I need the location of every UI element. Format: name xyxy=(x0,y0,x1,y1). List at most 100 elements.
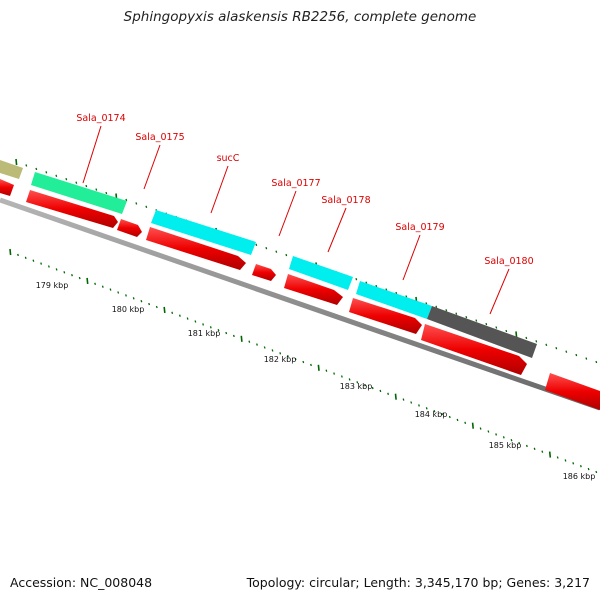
gene-label-sala-0175[interactable]: Sala_0175 xyxy=(135,132,184,143)
kbp-label-181: 181 kbp xyxy=(188,329,221,338)
cds-arrow-next[interactable] xyxy=(545,373,600,410)
map-title: Sphingopyxis alaskensis RB2256, complete… xyxy=(123,9,477,25)
lower-tick xyxy=(471,422,474,429)
lower-tick xyxy=(364,384,366,387)
cds-arrow-sala-0175[interactable] xyxy=(117,219,142,237)
upper-tick xyxy=(565,350,568,353)
lower-tick xyxy=(209,326,212,329)
lower-tick xyxy=(572,462,575,465)
lower-tick xyxy=(94,282,97,285)
lower-tick xyxy=(325,369,328,372)
lower-tick xyxy=(24,256,27,259)
upper-tick xyxy=(85,184,88,188)
gene-box-sala-0180[interactable] xyxy=(427,306,537,358)
gene-box-olive[interactable] xyxy=(0,160,23,179)
lower-tick xyxy=(518,441,521,445)
lower-tick xyxy=(479,427,482,430)
lower-tick xyxy=(579,465,582,468)
kbp-label-186: 186 kbp xyxy=(563,472,596,481)
accession-text: Accession: NC_008048 xyxy=(10,575,153,590)
upper-tick xyxy=(535,340,538,343)
lower-tick xyxy=(9,248,12,256)
lower-tick xyxy=(487,430,490,433)
upper-tick xyxy=(55,174,58,177)
upper-tick xyxy=(45,171,48,174)
lower-tick xyxy=(78,276,81,280)
gene-label-sala-0177[interactable]: Sala_0177 xyxy=(271,178,320,189)
gene-label-sala-0178[interactable]: Sala_0178 xyxy=(321,195,370,206)
cds-arrow-1[interactable] xyxy=(0,179,14,196)
lower-tick xyxy=(379,389,382,393)
upper-tick xyxy=(105,191,108,195)
upper-tick xyxy=(555,347,558,350)
upper-tick xyxy=(75,181,78,184)
genome-backbone xyxy=(0,197,600,411)
lower-tick xyxy=(456,418,459,422)
lower-tick xyxy=(425,407,428,410)
kbp-label-179: 179 kbp xyxy=(36,281,69,290)
lower-tick-track xyxy=(9,248,598,474)
lower-tick xyxy=(263,346,266,349)
lower-tick xyxy=(86,277,89,284)
lower-tick xyxy=(525,444,528,448)
cds-arrow-succ[interactable] xyxy=(146,227,246,270)
gene-box-sala-0177[interactable] xyxy=(289,256,353,290)
gene-box-sala-0178[interactable] xyxy=(356,281,432,319)
kbp-label-185: 185 kbp xyxy=(489,441,522,450)
upper-tick xyxy=(465,316,468,319)
upper-tick xyxy=(265,247,268,250)
upper-tick xyxy=(485,322,488,326)
cds-arrow-sala-0177[interactable] xyxy=(252,264,276,281)
lower-tick xyxy=(132,297,135,300)
lower-tick xyxy=(441,412,444,416)
lower-tick xyxy=(348,378,351,381)
lower-tick xyxy=(433,410,436,413)
lower-tick xyxy=(302,360,305,364)
gene-box-succ[interactable] xyxy=(151,210,256,255)
lower-tick xyxy=(163,306,166,313)
gene-label-succ[interactable]: sucC xyxy=(217,153,240,164)
cds-arrow-sala-0174[interactable] xyxy=(26,190,118,228)
cds-arrow-sala-0178[interactable] xyxy=(284,274,343,305)
cds-arrow-sala-0179[interactable] xyxy=(349,298,422,334)
lower-tick xyxy=(271,349,274,352)
gene-box-sala-0174[interactable] xyxy=(31,172,127,214)
upper-tick xyxy=(135,202,138,205)
lower-tick xyxy=(533,447,536,450)
upper-tick xyxy=(505,329,508,333)
lower-tick xyxy=(410,401,413,404)
upper-tick xyxy=(445,309,448,312)
upper-tick xyxy=(395,291,398,295)
lower-tick xyxy=(310,363,312,367)
upper-tick xyxy=(355,278,358,281)
lower-tick xyxy=(256,343,258,346)
upper-tick xyxy=(435,305,438,308)
lower-tick xyxy=(394,393,397,400)
lower-tick xyxy=(248,340,251,343)
gene-label-sala-0179[interactable]: Sala_0179 xyxy=(395,222,444,233)
lower-tick xyxy=(333,372,336,375)
upper-tick xyxy=(95,188,98,191)
lower-tick xyxy=(117,291,120,294)
lower-tick xyxy=(356,381,359,384)
lower-tick xyxy=(286,355,289,358)
lower-tick xyxy=(448,415,451,419)
lower-tick xyxy=(71,274,73,277)
gene-label-group: Sala_0174 Sala_0175 sucC Sala_0177 Sala_… xyxy=(76,113,534,315)
lower-tick xyxy=(232,334,235,338)
lower-tick xyxy=(63,271,66,274)
lower-tick xyxy=(202,323,205,326)
lower-tick xyxy=(556,456,559,459)
lower-tick xyxy=(40,262,43,265)
upper-tick xyxy=(575,353,578,357)
gene-label-sala-0180[interactable]: Sala_0180 xyxy=(484,256,533,267)
lower-tick xyxy=(55,268,58,271)
lower-tick xyxy=(47,265,50,268)
kbp-label-group: 179 kbp 180 kbp 181 kbp 182 kbp 183 kbp … xyxy=(36,281,596,481)
upper-tick xyxy=(145,205,148,208)
gene-label-sala-0174[interactable]: Sala_0174 xyxy=(76,113,125,124)
upper-tick xyxy=(595,360,598,364)
cds-arrow-sala-0180[interactable] xyxy=(421,324,527,375)
kbp-label-182: 182 kbp xyxy=(264,355,297,364)
